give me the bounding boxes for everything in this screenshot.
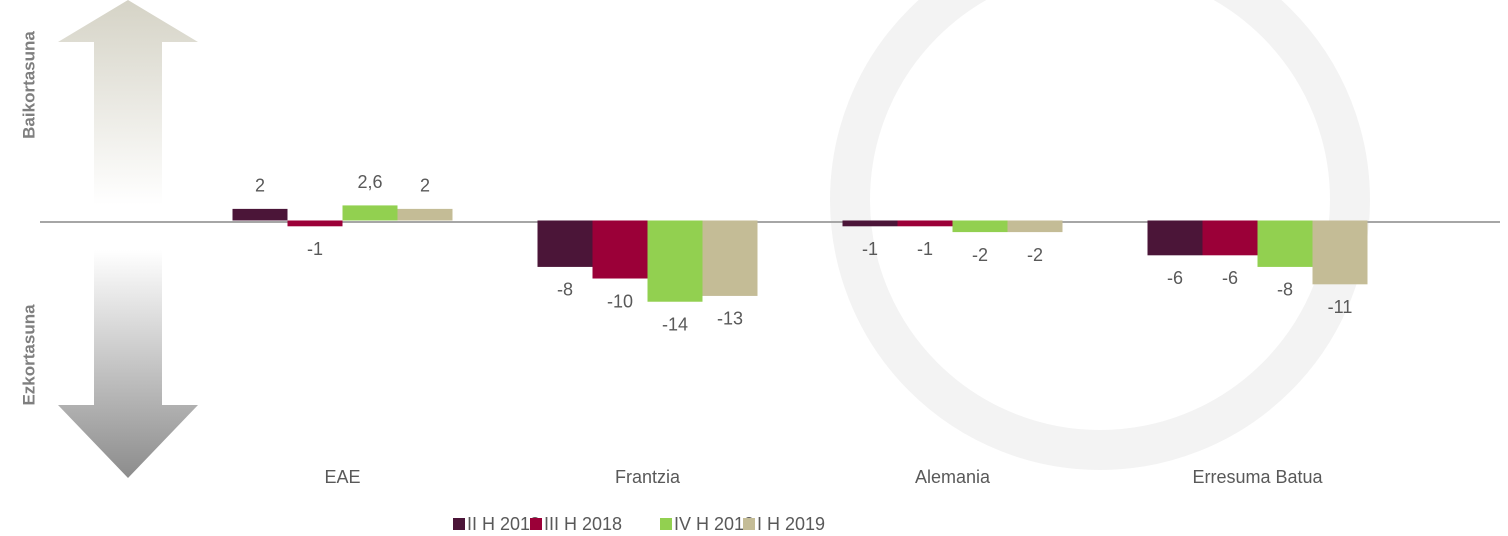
x-tick-label: Frantzia [615,467,681,487]
bar [1147,220,1203,256]
bar [702,220,758,296]
bar [592,220,648,279]
value-label: -14 [662,314,688,334]
value-label: 2 [255,176,265,196]
bar [897,220,953,227]
bar [397,208,453,221]
value-label: 2 [420,176,430,196]
legend-label: I H 2019 [757,514,825,534]
bar [287,220,343,227]
value-label: -8 [557,280,573,300]
bar [537,220,593,267]
value-label: -8 [1277,280,1293,300]
bar [1202,220,1258,256]
value-label: -1 [917,239,933,259]
annotation: Ezkortasuna [19,304,38,406]
value-label: -1 [862,239,878,259]
value-label: -6 [1167,268,1183,288]
bar [1007,220,1063,233]
watermark [830,0,1370,470]
bar [952,220,1008,233]
down-arrow [58,250,198,478]
up-arrow [58,0,198,205]
legend-label: II H 2018 [467,514,540,534]
legend-label: III H 2018 [544,514,622,534]
x-tick-label: EAE [324,467,360,487]
legend-swatch [660,518,672,530]
bar [1257,220,1313,267]
legend-label: IV H 2018 [674,514,754,534]
x-tick-label: Erresuma Batua [1192,467,1323,487]
value-label: -11 [1328,297,1353,317]
value-label: -2 [972,245,988,265]
bar [1312,220,1368,285]
legend-swatch [530,518,542,530]
value-label: -6 [1222,268,1238,288]
value-label: -13 [717,309,743,329]
legend-swatch [743,518,755,530]
bar [842,220,898,227]
bar [232,208,288,221]
x-tick-label: Alemania [915,467,991,487]
value-label: -2 [1027,245,1043,265]
annotation: Baikortasuna [19,31,38,139]
value-label: 2,6 [357,172,382,192]
bar [647,220,703,302]
bar [342,205,398,221]
value-label: -1 [307,239,323,259]
value-label: -10 [607,291,633,311]
legend-swatch [453,518,465,530]
